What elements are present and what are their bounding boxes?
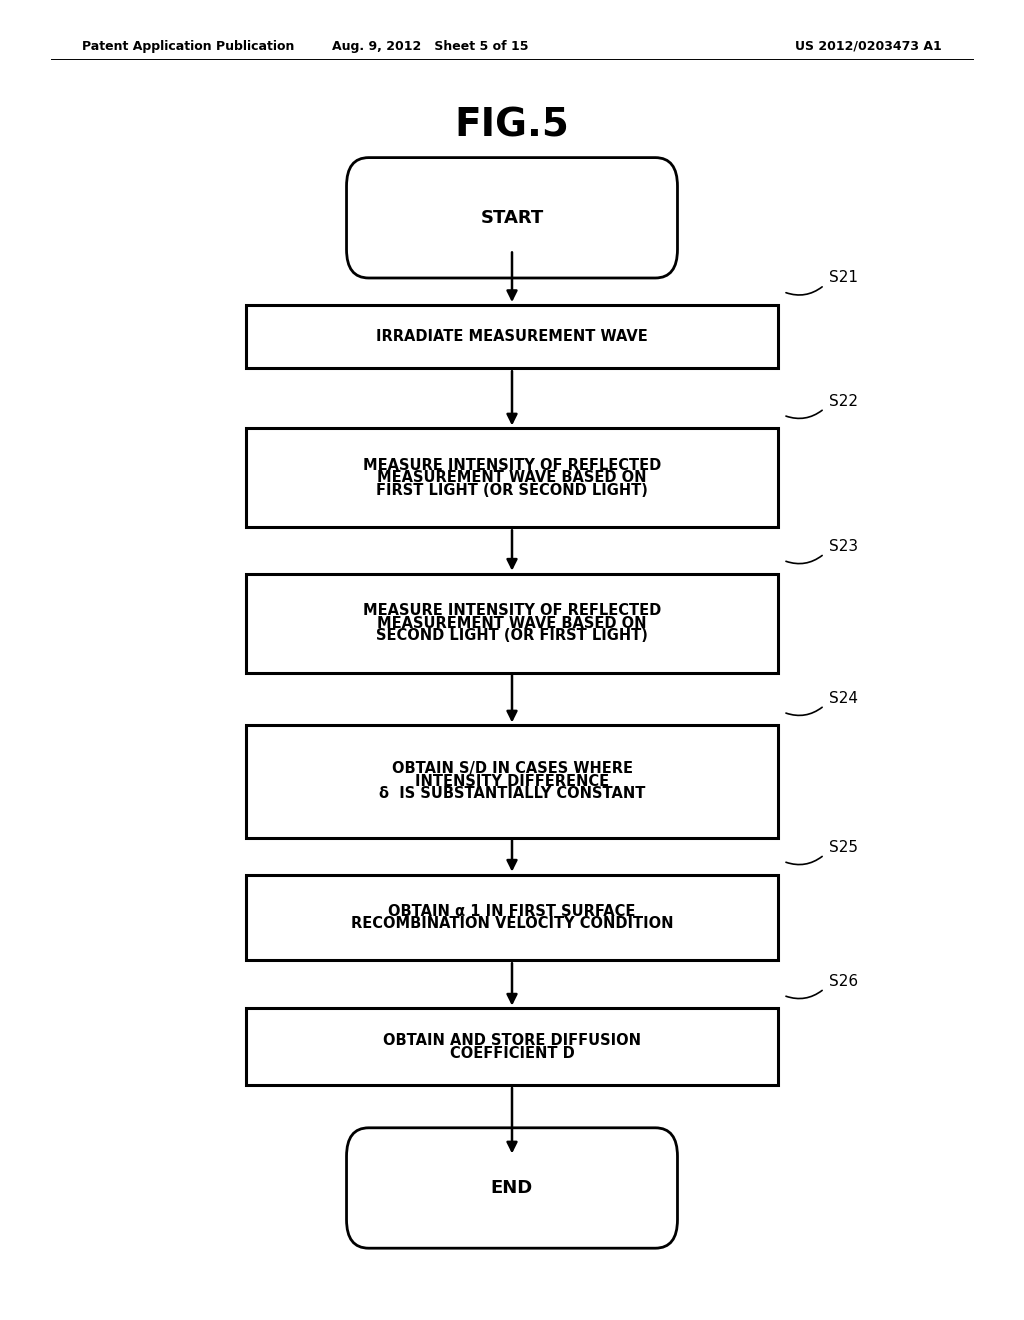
Text: MEASURE INTENSITY OF REFLECTED: MEASURE INTENSITY OF REFLECTED	[362, 603, 662, 618]
Text: S22: S22	[829, 393, 858, 409]
Text: MEASUREMENT WAVE BASED ON: MEASUREMENT WAVE BASED ON	[377, 470, 647, 486]
Text: COEFFICIENT D: COEFFICIENT D	[450, 1045, 574, 1060]
FancyBboxPatch shape	[246, 875, 778, 961]
Text: δ  IS SUBSTANTIALLY CONSTANT: δ IS SUBSTANTIALLY CONSTANT	[379, 787, 645, 801]
Text: S21: S21	[829, 271, 858, 285]
Text: INTENSITY DIFFERENCE: INTENSITY DIFFERENCE	[415, 774, 609, 789]
Text: OBTAIN AND STORE DIFFUSION: OBTAIN AND STORE DIFFUSION	[383, 1034, 641, 1048]
FancyBboxPatch shape	[246, 726, 778, 838]
FancyBboxPatch shape	[246, 1008, 778, 1085]
Text: S24: S24	[829, 690, 858, 706]
Text: S26: S26	[829, 974, 858, 989]
Text: S23: S23	[829, 539, 858, 554]
Text: S25: S25	[829, 840, 858, 855]
FancyBboxPatch shape	[246, 428, 778, 527]
Text: Patent Application Publication: Patent Application Publication	[82, 40, 294, 53]
FancyBboxPatch shape	[346, 157, 678, 279]
Text: OBTAIN α 1 IN FIRST SURFACE: OBTAIN α 1 IN FIRST SURFACE	[388, 904, 636, 919]
Text: OBTAIN S/D IN CASES WHERE: OBTAIN S/D IN CASES WHERE	[391, 762, 633, 776]
FancyBboxPatch shape	[246, 573, 778, 672]
Text: RECOMBINATION VELOCITY CONDITION: RECOMBINATION VELOCITY CONDITION	[351, 916, 673, 931]
Text: MEASUREMENT WAVE BASED ON: MEASUREMENT WAVE BASED ON	[377, 615, 647, 631]
Text: FIRST LIGHT (OR SECOND LIGHT): FIRST LIGHT (OR SECOND LIGHT)	[376, 483, 648, 498]
Text: Aug. 9, 2012   Sheet 5 of 15: Aug. 9, 2012 Sheet 5 of 15	[332, 40, 528, 53]
Text: US 2012/0203473 A1: US 2012/0203473 A1	[796, 40, 942, 53]
FancyBboxPatch shape	[346, 1127, 678, 1249]
Text: IRRADIATE MEASUREMENT WAVE: IRRADIATE MEASUREMENT WAVE	[376, 329, 648, 345]
Text: MEASURE INTENSITY OF REFLECTED: MEASURE INTENSITY OF REFLECTED	[362, 458, 662, 473]
Text: END: END	[490, 1179, 534, 1197]
FancyBboxPatch shape	[246, 305, 778, 368]
Text: START: START	[480, 209, 544, 227]
Text: SECOND LIGHT (OR FIRST LIGHT): SECOND LIGHT (OR FIRST LIGHT)	[376, 628, 648, 643]
Text: FIG.5: FIG.5	[455, 107, 569, 144]
